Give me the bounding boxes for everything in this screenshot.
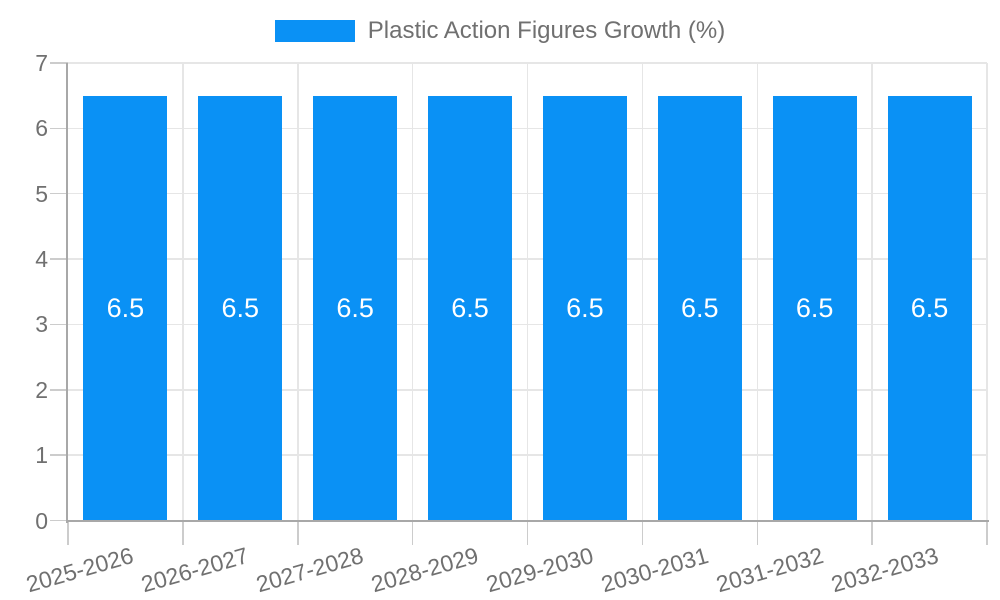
- x-axis-tick: [641, 520, 644, 545]
- x-gridline: [411, 63, 414, 521]
- x-axis-tick: [67, 520, 69, 545]
- y-axis-tick-label: 2: [35, 376, 48, 403]
- y-axis-line: [66, 63, 68, 523]
- x-axis-category-label: 2028-2029: [368, 542, 482, 598]
- bar[interactable]: 6.5: [542, 95, 627, 521]
- x-gridline: [641, 63, 644, 521]
- chart-legend-item[interactable]: Plastic Action Figures Growth (%): [0, 17, 1000, 45]
- x-gridline: [986, 63, 988, 521]
- bar-value-label: 6.5: [336, 292, 374, 323]
- x-axis-category-label: 2026-2027: [138, 542, 252, 598]
- bar-value-label: 6.5: [910, 292, 949, 323]
- bar-value-label: 6.5: [451, 292, 489, 323]
- y-axis-tick: [50, 323, 68, 326]
- bar[interactable]: 6.5: [313, 95, 398, 521]
- y-axis-tick: [50, 127, 68, 130]
- x-axis-tick: [297, 520, 299, 545]
- bar-value-label: 6.5: [566, 292, 604, 323]
- x-axis-line: [66, 520, 989, 522]
- bar[interactable]: 6.5: [657, 95, 742, 521]
- y-axis-tick-label: 5: [35, 180, 48, 207]
- bar-value-label: 6.5: [221, 292, 260, 323]
- x-axis-tick: [871, 520, 873, 545]
- y-axis-tick: [50, 258, 68, 260]
- bar-value-label: 6.5: [795, 292, 834, 323]
- x-axis-category-label: 2029-2030: [483, 542, 597, 598]
- bar[interactable]: 6.5: [198, 95, 283, 521]
- x-axis-tick: [411, 520, 414, 545]
- x-axis-tick: [756, 520, 758, 545]
- bar[interactable]: 6.5: [887, 95, 972, 521]
- x-gridline: [871, 63, 873, 521]
- x-axis-category-label: 2027-2028: [253, 542, 367, 598]
- bar-value-label: 6.5: [106, 292, 145, 323]
- y-axis-tick-label: 6: [35, 115, 48, 142]
- x-gridline: [182, 63, 184, 521]
- x-axis-category-label: 2030-2031: [598, 542, 711, 598]
- bar[interactable]: 6.5: [772, 95, 857, 521]
- y-axis-tick-label: 7: [35, 50, 48, 76]
- y-axis-tick: [50, 62, 68, 64]
- y-axis-tick: [50, 389, 68, 391]
- x-gridline: [297, 63, 299, 521]
- x-axis-category-label: 2031-2032: [712, 542, 826, 598]
- y-axis-tick-label: 0: [35, 507, 48, 534]
- x-axis-tick: [986, 520, 988, 545]
- bar[interactable]: 6.5: [428, 95, 513, 521]
- x-axis-tick: [526, 520, 529, 545]
- y-axis-tick-label: 3: [35, 311, 48, 338]
- y-axis-tick: [50, 454, 68, 456]
- y-axis-tick-label: 4: [35, 246, 48, 273]
- bar[interactable]: 6.5: [83, 95, 168, 521]
- x-axis-category-label: 2025-2026: [23, 542, 137, 598]
- x-gridline: [756, 63, 758, 521]
- legend-label: Plastic Action Figures Growth (%): [367, 17, 726, 44]
- bar-value-label: 6.5: [681, 292, 719, 323]
- y-axis-tick-label: 1: [35, 442, 48, 469]
- y-axis-tick: [50, 519, 68, 522]
- x-gridline: [526, 63, 529, 521]
- y-axis-tick: [50, 192, 68, 195]
- x-axis-tick: [182, 520, 184, 545]
- x-axis-category-label: 2032-2033: [827, 542, 941, 598]
- legend-swatch: [274, 20, 355, 42]
